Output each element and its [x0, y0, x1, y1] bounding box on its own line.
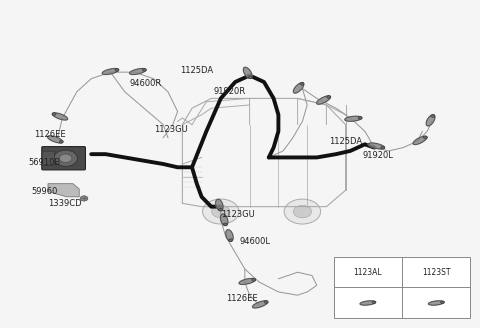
Text: 56910B: 56910B — [29, 158, 61, 167]
Circle shape — [115, 69, 119, 71]
Circle shape — [264, 301, 268, 303]
Text: 91920R: 91920R — [214, 87, 246, 96]
Text: 1126EE: 1126EE — [34, 130, 65, 139]
Text: 1126EE: 1126EE — [226, 294, 257, 303]
Circle shape — [212, 205, 230, 218]
Circle shape — [60, 154, 72, 163]
Polygon shape — [130, 69, 146, 74]
Circle shape — [358, 116, 362, 119]
Circle shape — [300, 82, 304, 85]
Text: 1123GU: 1123GU — [154, 125, 187, 134]
Circle shape — [59, 140, 63, 143]
Polygon shape — [48, 184, 79, 197]
Text: 94600R: 94600R — [130, 79, 162, 88]
Polygon shape — [345, 116, 362, 121]
Polygon shape — [239, 278, 255, 284]
Circle shape — [203, 199, 239, 224]
Polygon shape — [252, 301, 268, 308]
Circle shape — [327, 96, 331, 98]
Text: 1123AL: 1123AL — [353, 268, 382, 277]
Text: 1125DA: 1125DA — [329, 136, 362, 146]
Polygon shape — [226, 230, 233, 241]
Circle shape — [252, 278, 256, 281]
Circle shape — [248, 76, 252, 79]
Text: 1339CD: 1339CD — [48, 199, 82, 208]
Circle shape — [284, 199, 321, 224]
Polygon shape — [360, 301, 375, 305]
Polygon shape — [216, 199, 223, 211]
Polygon shape — [293, 83, 304, 93]
Circle shape — [423, 136, 427, 139]
Polygon shape — [368, 143, 384, 149]
Text: 94600L: 94600L — [240, 236, 271, 246]
Text: 1123ST: 1123ST — [422, 268, 450, 277]
Polygon shape — [426, 115, 435, 126]
Circle shape — [218, 208, 223, 211]
Circle shape — [431, 114, 435, 117]
Circle shape — [372, 301, 376, 303]
FancyBboxPatch shape — [42, 147, 85, 170]
FancyBboxPatch shape — [42, 151, 54, 165]
Circle shape — [441, 301, 444, 303]
Text: 91920L: 91920L — [362, 151, 393, 160]
Polygon shape — [316, 96, 330, 104]
Circle shape — [293, 205, 312, 218]
Polygon shape — [413, 136, 427, 145]
Text: 1123GU: 1123GU — [221, 210, 254, 219]
Circle shape — [52, 113, 56, 115]
Text: 59960: 59960 — [31, 187, 58, 196]
Polygon shape — [428, 301, 444, 305]
Circle shape — [142, 69, 146, 71]
Circle shape — [228, 239, 233, 241]
Bar — [334, 257, 470, 318]
Text: 1125DA: 1125DA — [180, 66, 213, 75]
Polygon shape — [102, 69, 119, 74]
Circle shape — [223, 223, 228, 226]
Polygon shape — [48, 136, 63, 143]
Polygon shape — [220, 214, 228, 226]
Circle shape — [381, 146, 385, 149]
Polygon shape — [243, 67, 252, 78]
Circle shape — [54, 150, 77, 166]
Circle shape — [80, 196, 88, 201]
Polygon shape — [52, 113, 68, 120]
